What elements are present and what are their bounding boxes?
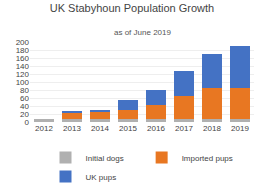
svg-text:160: 160 (16, 54, 30, 63)
svg-text:40: 40 (20, 102, 29, 111)
svg-text:2015: 2015 (119, 124, 137, 133)
svg-text:80: 80 (20, 86, 29, 95)
svg-text:2017: 2017 (175, 124, 193, 133)
svg-text:2016: 2016 (147, 124, 165, 133)
svg-text:2018: 2018 (203, 124, 221, 133)
svg-text:Initial dogs: Initial dogs (86, 154, 124, 163)
svg-text:UK Stabyhoun Population Growth: UK Stabyhoun Population Growth (50, 2, 215, 14)
svg-text:100: 100 (16, 78, 30, 87)
svg-text:180: 180 (16, 46, 30, 55)
svg-text:140: 140 (16, 62, 30, 71)
svg-text:2014: 2014 (91, 124, 109, 133)
svg-text:0: 0 (25, 118, 30, 127)
svg-text:2019: 2019 (231, 124, 249, 133)
svg-text:200: 200 (16, 38, 30, 47)
svg-text:120: 120 (16, 70, 30, 79)
svg-text:UK pups: UK pups (86, 173, 117, 182)
svg-text:2013: 2013 (63, 124, 81, 133)
svg-text:as of June 2019: as of June 2019 (114, 28, 171, 37)
svg-text:2012: 2012 (35, 124, 53, 133)
svg-text:20: 20 (20, 110, 29, 119)
svg-text:Imported pups: Imported pups (182, 154, 233, 163)
svg-text:60: 60 (20, 94, 29, 103)
